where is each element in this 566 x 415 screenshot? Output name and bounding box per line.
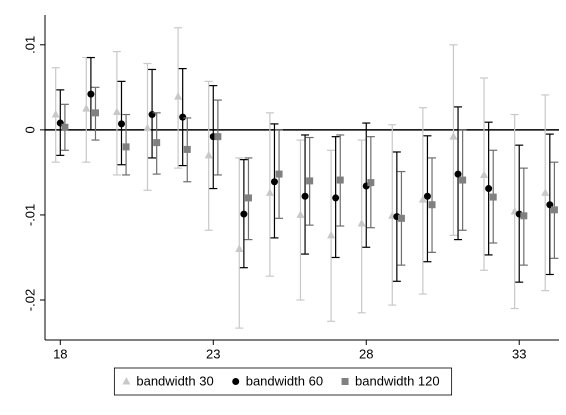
- point: [485, 185, 493, 193]
- point: [336, 176, 344, 184]
- legend-box: [113, 367, 453, 396]
- point: [306, 177, 314, 185]
- point: [153, 139, 161, 147]
- point: [82, 104, 91, 112]
- point: [51, 110, 60, 118]
- point: [179, 113, 187, 121]
- x-tick-label: 18: [53, 346, 67, 361]
- legend-label: bandwidth 30: [136, 373, 213, 388]
- point: [423, 192, 431, 200]
- point: [174, 92, 183, 100]
- point: [204, 150, 213, 159]
- point: [244, 194, 252, 202]
- point: [117, 120, 125, 128]
- point: [332, 194, 340, 202]
- y-tick-label: .01: [22, 36, 37, 54]
- point: [301, 192, 309, 200]
- legend-label: bandwidth 120: [355, 373, 440, 388]
- point: [148, 111, 156, 119]
- point: [428, 201, 436, 209]
- point: [87, 90, 95, 98]
- point: [520, 212, 528, 220]
- legend: bandwidth 30 bandwidth 60 bandwidth 120: [113, 367, 453, 396]
- x-tick-label: 33: [512, 346, 526, 361]
- legend-marker: [341, 378, 349, 385]
- point: [214, 133, 222, 141]
- point: [143, 123, 152, 132]
- y-tick-label: 0: [22, 126, 37, 133]
- x-tick-label: 28: [359, 346, 373, 361]
- y-tick-label: -.02: [22, 289, 37, 311]
- point: [550, 206, 558, 214]
- point: [449, 132, 458, 140]
- point: [122, 143, 130, 151]
- point: [270, 178, 278, 186]
- point: [235, 244, 244, 252]
- legend-marker: [232, 378, 240, 385]
- point: [418, 195, 427, 203]
- point: [91, 109, 99, 117]
- point: [454, 170, 462, 178]
- point: [275, 170, 283, 178]
- point: [112, 107, 121, 115]
- point: [489, 193, 497, 201]
- point: [480, 170, 489, 178]
- point: [265, 188, 274, 196]
- point: [61, 123, 69, 131]
- point: [357, 218, 366, 227]
- x-tick-label: 23: [206, 346, 220, 361]
- point: [397, 214, 405, 222]
- point: [541, 188, 550, 196]
- legend-marker: [122, 377, 131, 385]
- point: [183, 145, 191, 153]
- point: [367, 179, 375, 187]
- point: [240, 210, 248, 218]
- point: [327, 230, 336, 239]
- point: [459, 176, 467, 184]
- legend-label: bandwidth 60: [246, 373, 323, 388]
- point: [296, 210, 305, 218]
- y-tick-label: -.01: [22, 204, 37, 226]
